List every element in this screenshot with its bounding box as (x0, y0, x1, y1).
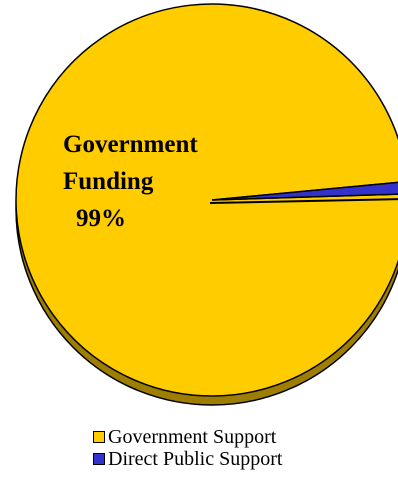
legend-label-government-support: Government Support (108, 426, 277, 448)
slice-label-percent: 99% (76, 205, 126, 232)
slice-label: Government Funding 99% (63, 131, 204, 232)
slice-label-line2: Funding (63, 168, 154, 195)
legend-item-government-support: Government Support (93, 426, 282, 448)
legend-swatch-government-support (93, 431, 105, 443)
pie-slice-government-support (15, 3, 398, 397)
legend-label-direct-public-support: Direct Public Support (108, 448, 283, 470)
legend-swatch-direct-public-support (93, 453, 105, 465)
legend: Government Support Direct Public Support (93, 426, 282, 470)
pie-slices (15, 3, 398, 397)
slice-leader-line (209, 198, 398, 204)
slice-label-line1: Government (63, 131, 198, 158)
pie-slice-direct-public-support (211, 181, 398, 201)
legend-item-direct-public-support: Direct Public Support (93, 448, 282, 470)
